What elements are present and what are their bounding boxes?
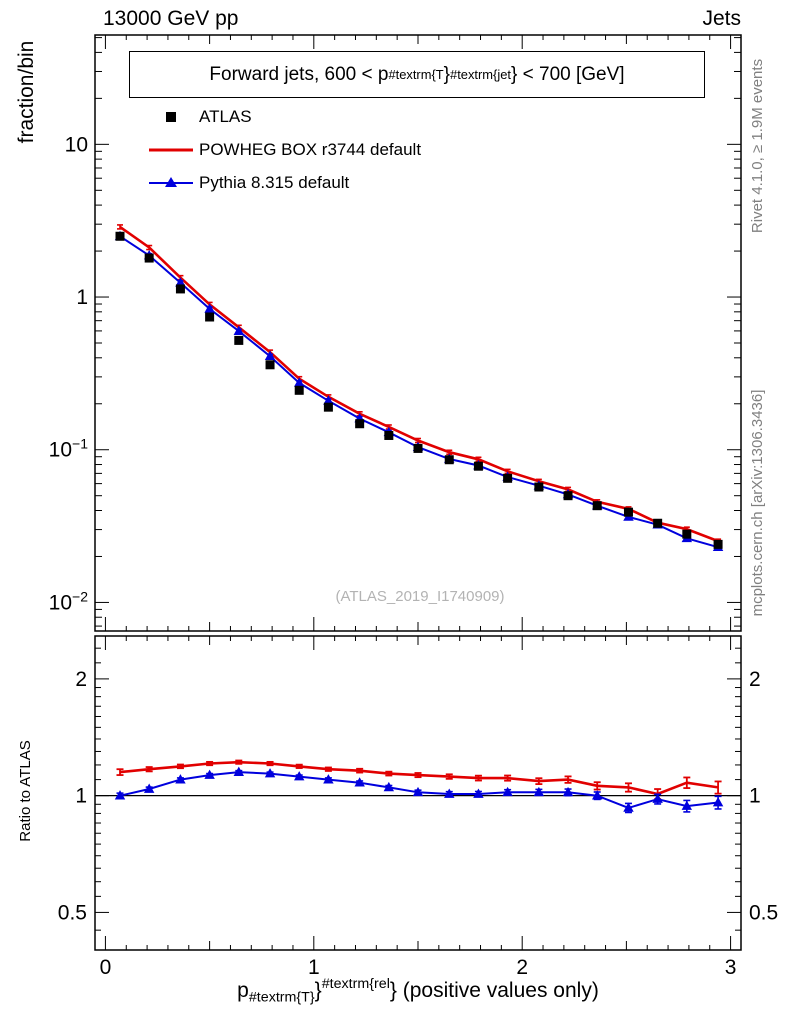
mcplots-arxiv-note: mcplots.cern.ch [arXiv:1306.3436] (749, 389, 766, 617)
svg-text:10−1: 10−1 (49, 436, 89, 462)
legend-label-pythia: Pythia 8.315 default (199, 172, 350, 192)
svg-text:10−2: 10−2 (49, 588, 89, 614)
beam-energy-label: 13000 GeV pp (103, 7, 239, 30)
title-subscript: #textrm{T (388, 67, 444, 82)
legend: ATLAS POWHEG BOX r3744 default Pythia 8.… (143, 100, 421, 199)
title-superscript: #textrm{jet (450, 67, 512, 82)
xlabel-mid: } (314, 978, 322, 1002)
svg-text:0.5: 0.5 (58, 901, 87, 924)
svg-text:1: 1 (308, 956, 320, 979)
triangle-marker-icon (143, 176, 199, 190)
analysis-id-watermark: (ATLAS_2019_I1740909) (335, 588, 505, 605)
svg-text:1: 1 (75, 785, 87, 808)
main-y-axis-label: fraction/bin (15, 40, 38, 144)
xlabel-prefix: p (237, 978, 249, 1002)
svg-text:0: 0 (100, 956, 112, 979)
svg-text:2: 2 (75, 668, 87, 691)
svg-text:10: 10 (65, 133, 88, 156)
legend-item-pythia: Pythia 8.315 default (143, 166, 421, 199)
analysis-group-label: Jets (702, 7, 741, 30)
svg-text:2: 2 (749, 668, 761, 691)
legend-label-powheg: POWHEG BOX r3744 default (199, 139, 422, 159)
legend-label-atlas: ATLAS (199, 106, 252, 126)
title-prefix: Forward jets, 600 < p (209, 63, 389, 85)
rivet-version-note: Rivet 4.1.0, ≥ 1.9M events (749, 58, 766, 234)
title-suffix: } < 700 [GeV] (511, 63, 625, 85)
xlabel-subscript: #textrm{T} (248, 989, 315, 1006)
svg-text:0.5: 0.5 (749, 901, 778, 924)
plot-title: Forward jets, 600 < p #textrm{T} #textrm{j… (129, 51, 705, 98)
svg-text:1: 1 (76, 286, 88, 309)
xlabel-superscript: #textrm{rel (321, 976, 390, 992)
svg-text:2: 2 (516, 956, 528, 979)
legend-item-powheg: POWHEG BOX r3744 default (143, 133, 421, 166)
svg-text:3: 3 (725, 956, 737, 979)
svg-text:1: 1 (749, 785, 761, 808)
title-mid: } (443, 63, 451, 85)
xlabel-suffix: } (positive values only) (389, 978, 599, 1002)
square-marker-icon (143, 110, 199, 124)
ratio-y-axis-label: Ratio to ATLAS (17, 740, 34, 842)
legend-item-atlas: ATLAS (143, 100, 421, 133)
x-axis-label: p#textrm{T}}#textrm{rel} (positive value… (95, 976, 741, 1005)
red-line-icon (143, 143, 199, 157)
